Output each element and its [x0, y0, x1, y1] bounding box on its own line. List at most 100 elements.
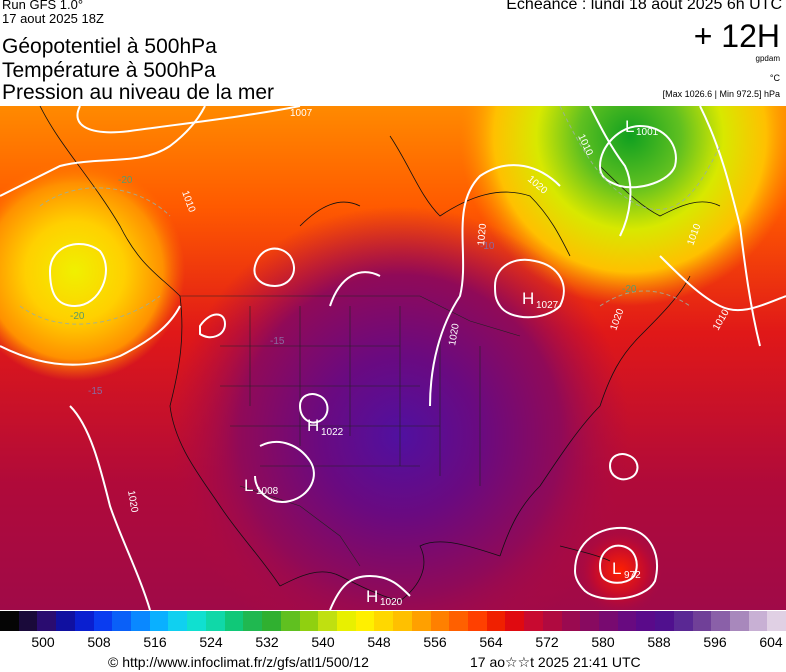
forecast-valid-time: Echéance : lundi 18 aout 2025 6h UTC: [506, 0, 782, 13]
isotherm-label: -20: [622, 284, 637, 295]
isobar-label: 1007: [290, 108, 313, 119]
lead-time: + 12H: [693, 18, 780, 54]
isobar-label: 1020: [447, 322, 462, 346]
colorbar: [0, 611, 786, 631]
colorbar-swatch: [318, 611, 337, 631]
colorbar-swatch: [542, 611, 562, 631]
isotherm-label: -20: [118, 175, 133, 186]
high-pressure-value: 1020: [380, 597, 403, 608]
low-pressure-letter: L: [244, 476, 253, 495]
pressure-lows: L 1001 L 1008 L 972: [244, 117, 659, 581]
colorbar-swatch: [224, 611, 244, 631]
isotherm-label: -15: [270, 336, 285, 347]
isobars: [0, 106, 786, 610]
colorbar-swatch: [599, 611, 618, 631]
colorbar-swatch: [449, 611, 468, 631]
colorbar-swatch: [355, 611, 375, 631]
colorbar-swatch: [636, 611, 656, 631]
low-pressure-value: 1001: [636, 127, 659, 138]
colorbar-swatch: [393, 611, 412, 631]
colorbar-swatch: [112, 611, 132, 631]
low-pressure-letter: L: [625, 117, 634, 136]
isotherm-labels: -20 -20 -15 -15 -10 -20: [70, 175, 637, 397]
colorbar-swatch: [374, 611, 394, 631]
colorbar-swatch: [673, 611, 693, 631]
title-geopotential: Géopotentiel à 500hPa: [2, 35, 217, 58]
low-pressure-value: 972: [624, 570, 641, 581]
colorbar-swatch: [748, 611, 768, 631]
colorbar-swatch: [692, 611, 712, 631]
colorbar-tick-label: 548: [367, 634, 391, 650]
colorbar-tick-label: 604: [759, 634, 783, 650]
colorbar-tick-label: 532: [255, 634, 279, 650]
colorbar-tick-label: 508: [87, 634, 111, 650]
colorbar-swatch: [561, 611, 581, 631]
pressure-max-min: [Max 1026.6 | Min 972.5] hPa: [662, 89, 780, 99]
isotherms: [19, 106, 721, 325]
isotherm-label: -20: [70, 311, 85, 322]
colorbar-ticks: 500 508 516 524 532 540 548 556 564 572 580 588 596 6…: [0, 634, 786, 654]
high-pressure-letter: H: [366, 587, 378, 606]
source-url: © http://www.infoclimat.fr/z/gfs/atl1/50…: [108, 654, 369, 670]
coastlines: [39, 106, 721, 602]
isobar-label: 1020: [125, 490, 140, 514]
colorbar-swatch: [262, 611, 281, 631]
colorbar-swatch: [655, 611, 674, 631]
unit-gpdam: gpdam: [755, 54, 780, 63]
colorbar-swatch: [187, 611, 206, 631]
colorbar-swatch: [0, 611, 19, 631]
colorbar-tick-label: 556: [423, 634, 447, 650]
high-pressure-value: 1022: [321, 427, 344, 438]
colorbar-swatch: [505, 611, 525, 631]
colorbar-swatch: [131, 611, 150, 631]
colorbar-tick-label: 524: [199, 634, 223, 650]
colorbar-swatch: [168, 611, 188, 631]
high-pressure-value: 1027: [536, 300, 559, 311]
colorbar-swatch: [149, 611, 169, 631]
colorbar-swatch: [74, 611, 94, 631]
colorbar-swatch: [580, 611, 599, 631]
colorbar-swatch: [711, 611, 731, 631]
colorbar-swatch: [205, 611, 225, 631]
title-temperature: Température à 500hPa: [2, 59, 216, 82]
colorbar-swatch: [243, 611, 263, 631]
generated-time: 17 ao☆☆t 2025 21:41 UTC: [470, 654, 641, 670]
colorbar-tick-label: 596: [703, 634, 727, 650]
colorbar-swatch: [280, 611, 300, 631]
run-date: 17 aout 2025 18Z: [2, 11, 104, 26]
colorbar-swatch: [411, 611, 431, 631]
low-pressure-letter: L: [612, 559, 621, 578]
weather-map: H 1027 H 1022 H 1020 L 1001 L 1008 L 972…: [0, 106, 786, 610]
colorbar-swatch: [37, 611, 57, 631]
high-pressure-letter: H: [307, 416, 319, 435]
isotherm-label: -15: [88, 386, 103, 397]
colorbar-swatch: [18, 611, 38, 631]
colorbar-swatch: [524, 611, 543, 631]
colorbar-swatch: [486, 611, 506, 631]
colorbar-tick-label: 580: [591, 634, 615, 650]
colorbar-swatch: [617, 611, 637, 631]
run-label: Run GFS 1.0°: [2, 0, 84, 12]
high-pressure-letter: H: [522, 289, 534, 308]
colorbar-swatch: [299, 611, 319, 631]
isotherm-label: -10: [480, 241, 495, 252]
unit-temperature: °C: [769, 73, 780, 83]
colorbar-swatch: [730, 611, 749, 631]
colorbar-tick-label: 588: [647, 634, 671, 650]
low-pressure-value: 1008: [256, 486, 279, 497]
title-pressure: Pression au niveau de la mer: [2, 81, 274, 104]
colorbar-tick-label: 564: [479, 634, 503, 650]
colorbar-swatch: [56, 611, 75, 631]
colorbar-tick-label: 572: [535, 634, 559, 650]
colorbar-swatch: [430, 611, 450, 631]
colorbar-tick-label: 500: [31, 634, 55, 650]
colorbar-swatch: [93, 611, 113, 631]
colorbar-tick-label: 516: [143, 634, 167, 650]
colorbar-swatch: [467, 611, 487, 631]
colorbar-swatch: [336, 611, 356, 631]
colorbar-swatch: [767, 611, 786, 631]
hurricane-core: [0, 106, 786, 610]
isobar-label: 1020: [476, 223, 489, 247]
colorbar-tick-label: 540: [311, 634, 335, 650]
borders: [180, 295, 521, 567]
